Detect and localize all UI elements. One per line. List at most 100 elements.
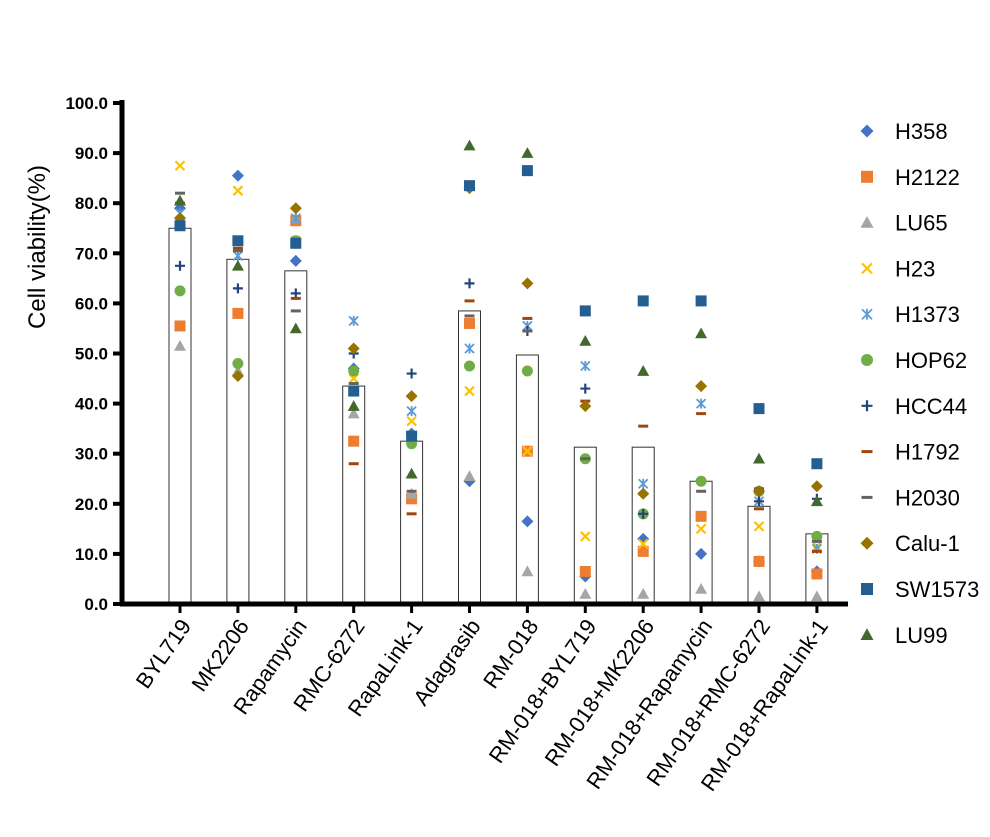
point-H23-RapaLink-1 bbox=[406, 415, 417, 427]
point-LU99-RM-018+Rapamycin bbox=[695, 327, 708, 339]
point-H2122-RM-018+RapaLink-1 bbox=[811, 568, 823, 580]
point-H1373-RM-018+Rapamycin bbox=[695, 398, 707, 409]
point-H358-MK2206 bbox=[231, 169, 244, 182]
point-H1373-Adagrasib bbox=[464, 343, 475, 354]
bar-RapaLink-1 bbox=[400, 440, 424, 605]
point-H1373-Rapamycin bbox=[290, 213, 301, 224]
point-HCC44-BYL719 bbox=[175, 260, 185, 271]
legend-marker-LU99 bbox=[860, 628, 874, 640]
point-H2122-RM-018+Rapamycin bbox=[695, 510, 707, 522]
legend-label-Calu-1: Calu-1 bbox=[895, 531, 960, 556]
legend-label-SW1573: SW1573 bbox=[895, 577, 979, 602]
point-HOP62-RM-018+Rapamycin bbox=[695, 475, 707, 487]
point-LU99-BYL719 bbox=[174, 194, 186, 206]
legend-label-H358: H358 bbox=[895, 119, 948, 144]
point-LU65-RapaLink-1 bbox=[405, 487, 418, 499]
point-LU99-Adagrasib bbox=[463, 139, 476, 151]
point-HOP62-BYL719 bbox=[174, 285, 186, 297]
point-HCC44-RM-018+BYL719 bbox=[580, 383, 591, 394]
point-HOP62-RM-018+RapaLink-1 bbox=[811, 530, 823, 542]
legend-label-LU99: LU99 bbox=[895, 623, 948, 648]
point-LU99-RMC-6272 bbox=[347, 400, 360, 411]
point-H2122-RM-018+RMC-6272 bbox=[753, 555, 765, 567]
y-tick-label: 70.0 bbox=[75, 244, 108, 263]
point-H23-BYL719 bbox=[174, 160, 186, 171]
legend-label-H1373: H1373 bbox=[895, 302, 960, 327]
y-tick-label: 20.0 bbox=[75, 495, 108, 514]
point-H2122-MK2206 bbox=[232, 307, 244, 319]
point-SW1573-RMC-6272 bbox=[348, 385, 360, 397]
bar-RM-018+MK2206 bbox=[631, 446, 655, 605]
point-H1373-MK2206 bbox=[232, 250, 244, 261]
point-H2122-RapaLink-1 bbox=[406, 493, 418, 505]
point-SW1573-RM-018+MK2206 bbox=[637, 295, 649, 307]
legend-marker-LU65 bbox=[860, 216, 874, 228]
point-HCC44-MK2206 bbox=[232, 283, 243, 294]
point-H1373-RM-018+BYL719 bbox=[580, 360, 591, 372]
point-HCC44-Rapamycin bbox=[290, 288, 301, 299]
point-H2122-RM-018+MK2206 bbox=[637, 545, 649, 557]
point-SW1573-RM-018+RMC-6272 bbox=[753, 403, 765, 415]
point-H23-RM-018+MK2206 bbox=[637, 538, 649, 550]
point-HCC44-RapaLink-1 bbox=[406, 368, 417, 379]
legend: H358 H2122 LU65 H23 H1373 HOP62 HCC44 H1792 H203… bbox=[860, 119, 979, 648]
y-tick-label: 80.0 bbox=[75, 194, 108, 213]
y-axis-title: Cell viability(%) bbox=[24, 165, 51, 329]
point-SW1573-Adagrasib bbox=[464, 180, 475, 192]
point-SW1573-RM-018+Rapamycin bbox=[695, 295, 707, 307]
point-SW1573-RM-018 bbox=[521, 165, 533, 177]
point-LU65-RM-018+BYL719 bbox=[579, 587, 592, 599]
point-LU99-RM-018+MK2206 bbox=[637, 365, 650, 376]
point-HOP62-RMC-6272 bbox=[348, 365, 360, 377]
y-tick-label: 90.0 bbox=[75, 144, 108, 163]
point-LU99-RM-018 bbox=[521, 147, 534, 158]
y-tick-label: 50.0 bbox=[75, 345, 108, 364]
point-LU65-Adagrasib bbox=[463, 470, 476, 482]
point-H1373-RapaLink-1 bbox=[406, 405, 417, 417]
point-LU99-Rapamycin bbox=[289, 322, 302, 334]
point-Calu-1-RM-018+RapaLink-1 bbox=[810, 480, 823, 493]
point-H2122-RM-018+BYL719 bbox=[579, 565, 591, 577]
legend-marker-HCC44 bbox=[861, 400, 873, 412]
point-Calu-1-Rapamycin bbox=[289, 202, 302, 215]
point-Calu-1-MK2206 bbox=[231, 370, 244, 383]
bar-BYL719 bbox=[168, 227, 192, 605]
y-ticks: 0.0 10.0 20.0 30.0 40.0 50.0 60.0 70.0 80.0 90.0 1… bbox=[65, 94, 122, 614]
legend-label-HCC44: HCC44 bbox=[895, 394, 967, 419]
legend-marker-H358 bbox=[860, 124, 874, 138]
legend-marker-H1373 bbox=[861, 308, 873, 320]
y-tick-label: 10.0 bbox=[75, 545, 108, 564]
y-tick-label: 60.0 bbox=[75, 294, 108, 313]
legend-label-H1792: H1792 bbox=[895, 440, 960, 465]
point-SW1573-RM-018+BYL719 bbox=[579, 305, 591, 317]
point-H23-RM-018+RMC-6272 bbox=[753, 521, 765, 532]
legend-marker-Calu-1 bbox=[860, 536, 874, 550]
point-LU65-RM-018 bbox=[521, 565, 534, 577]
data-points bbox=[174, 139, 823, 602]
y-tick-label: 40.0 bbox=[75, 395, 108, 414]
point-LU65-RM-018+MK2206 bbox=[637, 587, 650, 599]
y-tick-label: 0.0 bbox=[84, 595, 108, 614]
point-H23-MK2206 bbox=[232, 185, 244, 196]
point-H358-Rapamycin bbox=[289, 254, 302, 267]
legend-marker-H23 bbox=[861, 262, 873, 275]
point-H2122-BYL719 bbox=[174, 320, 186, 332]
point-LU65-RM-018+Rapamycin bbox=[695, 582, 708, 594]
legend-marker-HOP62 bbox=[861, 354, 873, 366]
point-HCC44-RM-018+RMC-6272 bbox=[754, 496, 764, 507]
point-H1373-RMC-6272 bbox=[348, 315, 359, 327]
point-SW1573-BYL719 bbox=[174, 220, 186, 232]
y-tick-label: 100.0 bbox=[65, 94, 108, 113]
bar-Rapamycin bbox=[284, 270, 308, 605]
legend-marker-SW1573 bbox=[861, 583, 873, 595]
point-SW1573-MK2206 bbox=[232, 235, 244, 247]
point-HCC44-RM-018+MK2206 bbox=[638, 508, 649, 519]
point-HOP62-RM-018 bbox=[521, 365, 533, 377]
point-LU65-RM-018+RMC-6272 bbox=[753, 590, 765, 602]
point-HOP62-Adagrasib bbox=[464, 360, 475, 372]
point-H23-RM-018 bbox=[522, 445, 533, 457]
point-HOP62-MK2206 bbox=[232, 358, 244, 370]
point-LU65-BYL719 bbox=[174, 339, 186, 351]
point-LU99-RM-018+RapaLink-1 bbox=[810, 495, 823, 507]
